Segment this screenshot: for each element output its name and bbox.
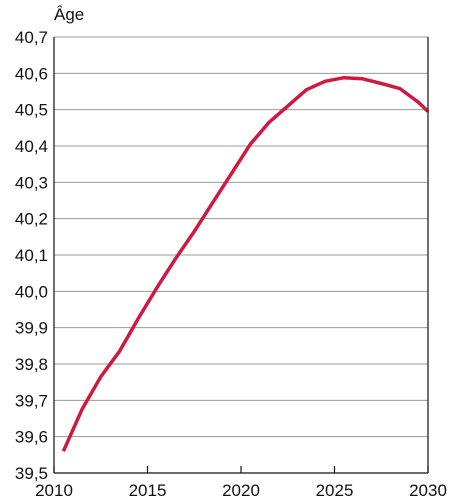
y-tick-label: 39,7	[15, 391, 48, 410]
y-tick-label: 40,7	[15, 28, 48, 47]
x-tick-label: 2010	[35, 481, 73, 500]
y-tick-label: 39,6	[15, 428, 48, 447]
axes	[53, 37, 429, 474]
y-tick-label: 40,0	[15, 282, 48, 301]
y-tick-label: 39,9	[15, 319, 48, 338]
x-tick-label: 2020	[222, 481, 260, 500]
y-tick-label: 40,4	[15, 137, 48, 156]
y-axis-title: Âge	[54, 5, 84, 24]
x-tick-label: 2030	[409, 481, 447, 500]
x-axis-ticks: 2010 2015 2020 2025 2030	[35, 466, 447, 500]
x-tick-label: 2025	[316, 481, 354, 500]
y-tick-label: 40,2	[15, 210, 48, 229]
y-tick-label: 40,1	[15, 246, 48, 265]
y-tick-label: 40,3	[15, 173, 48, 192]
y-tick-label: 40,5	[15, 101, 48, 120]
y-tick-label: 40,6	[15, 64, 48, 83]
series-group	[61, 75, 430, 452]
x-tick-label: 2015	[129, 481, 167, 500]
series-line	[61, 75, 430, 452]
grid-lines	[54, 36, 428, 438]
y-axis-ticks: 39,5 39,6 39,7 39,8 39,9 40,0 40,1 40,2 40,3 40,4…	[15, 28, 48, 483]
y-tick-label: 39,5	[15, 464, 48, 483]
y-tick-label: 39,8	[15, 355, 48, 374]
